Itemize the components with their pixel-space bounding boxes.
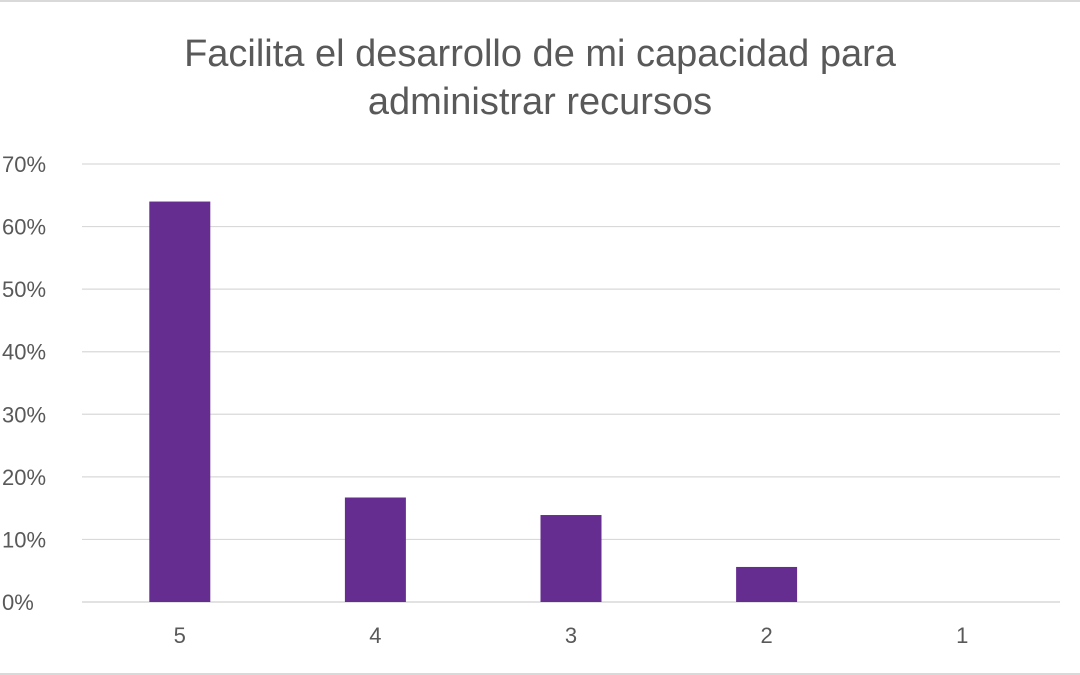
y-tick-label: 0% <box>2 590 34 615</box>
bar <box>736 566 798 602</box>
y-tick-label: 60% <box>2 215 46 240</box>
y-tick-label: 50% <box>2 277 46 302</box>
bar <box>344 497 406 602</box>
y-tick-label: 20% <box>2 465 46 490</box>
y-tick-label: 30% <box>2 402 46 427</box>
x-tick-label: 1 <box>956 623 968 648</box>
y-tick-label: 10% <box>2 527 46 552</box>
y-tick-label: 40% <box>2 340 46 365</box>
x-tick-label: 2 <box>760 623 772 648</box>
chart-title-line-2: administrar recursos <box>367 81 713 123</box>
x-tick-label: 5 <box>174 623 186 648</box>
chart-title: Facilita el desarrollo de mi capacidad p… <box>0 30 1080 126</box>
bar <box>149 201 211 603</box>
bar <box>540 515 602 602</box>
chart-title-line-1: Facilita el desarrollo de mi capacidad p… <box>184 33 896 75</box>
x-tick-label: 4 <box>369 623 381 648</box>
y-tick-label: 70% <box>2 152 46 177</box>
x-tick-label: 3 <box>565 623 577 648</box>
